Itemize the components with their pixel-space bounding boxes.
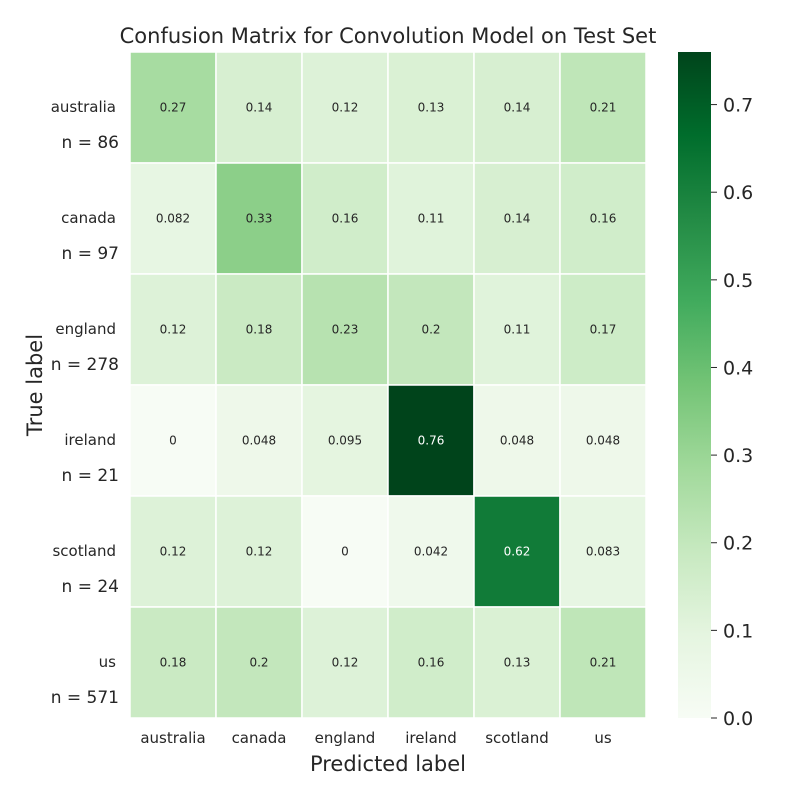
heatmap-cell xyxy=(473,495,561,608)
cell-value-label: 0.16 xyxy=(332,212,359,226)
y-row-count-label: n = 278 xyxy=(51,355,119,375)
heatmap-cell xyxy=(387,273,475,386)
colorbar-tick-label: 0.7 xyxy=(723,95,753,117)
cell-value-label: 0.14 xyxy=(246,101,273,115)
cell-value-label: 0.33 xyxy=(246,212,273,226)
cell-value-label: 0.12 xyxy=(246,545,273,559)
heatmap-cell xyxy=(387,51,475,164)
x-tick-label: scotland xyxy=(485,729,549,747)
cell-value-label: 0.12 xyxy=(160,323,187,337)
y-tick-label: australia xyxy=(51,98,116,116)
cell-value-label: 0.17 xyxy=(590,323,617,337)
cell-value-label: 0.048 xyxy=(586,434,620,448)
x-tick-label: england xyxy=(315,729,376,747)
colorbar-tick-label: 0.1 xyxy=(723,620,753,642)
heatmap-cell xyxy=(301,495,389,608)
cell-value-label: 0.2 xyxy=(421,323,440,337)
heatmap-cell xyxy=(301,51,389,164)
cell-value-label: 0.11 xyxy=(504,323,531,337)
cell-value-label: 0.095 xyxy=(328,434,362,448)
y-row-count-label: n = 571 xyxy=(51,688,119,708)
y-row-count-label: n = 24 xyxy=(62,577,119,597)
y-axis-label: True label xyxy=(23,334,47,437)
cell-value-label: 0.16 xyxy=(418,656,445,670)
cell-value-label: 0.23 xyxy=(332,323,359,337)
x-axis-label: Predicted label xyxy=(310,752,466,776)
cell-value-label: 0.21 xyxy=(590,101,617,115)
y-tick-label: canada xyxy=(61,209,116,227)
heatmap-cell xyxy=(387,495,475,608)
heatmap-cell xyxy=(129,384,217,497)
cell-value-label: 0 xyxy=(169,434,177,448)
y-row-count-label: n = 21 xyxy=(62,466,119,486)
x-tick-label: canada xyxy=(232,729,287,747)
heatmap-cells: 0.27 0.14 0.12 0.13 0.14 0.21 0.082 0.33 0.16 0.1… xyxy=(129,51,647,719)
y-tick-label: england xyxy=(55,320,116,338)
heatmap-cell xyxy=(129,606,217,719)
colorbar-gradient xyxy=(678,52,711,718)
cell-value-label: 0.14 xyxy=(504,101,531,115)
cell-value-label: 0.082 xyxy=(156,212,190,226)
cell-value-label: 0.16 xyxy=(590,212,617,226)
cell-value-label: 0.12 xyxy=(332,656,359,670)
heatmap-cell xyxy=(215,273,303,386)
x-tick-label: us xyxy=(594,729,612,747)
heatmap-cell xyxy=(559,162,647,275)
colorbar-tick-label: 0.4 xyxy=(723,357,753,379)
cell-value-label: 0 xyxy=(341,545,349,559)
cell-value-label: 0.042 xyxy=(414,545,448,559)
heatmap-cell xyxy=(559,51,647,164)
heatmap-cell xyxy=(473,384,561,497)
colorbar-tick-label: 0.3 xyxy=(723,445,753,467)
heatmap-cell xyxy=(215,384,303,497)
y-tick-label: scotland xyxy=(52,542,116,560)
cell-value-label: 0.13 xyxy=(504,656,531,670)
colorbar-tick-label: 0.2 xyxy=(723,533,753,555)
tick-labels: australia canada england ireland scotland us a… xyxy=(51,98,612,747)
colorbar-tick-label: 0.0 xyxy=(723,708,753,730)
cell-value-label: 0.62 xyxy=(504,545,531,559)
heatmap-cell xyxy=(215,51,303,164)
cell-value-label: 0.2 xyxy=(249,656,268,670)
heatmap-cell xyxy=(473,273,561,386)
cell-value-label: 0.14 xyxy=(504,212,531,226)
cell-value-label: 0.048 xyxy=(242,434,276,448)
y-tick-label: us xyxy=(99,653,117,671)
heatmap-cell xyxy=(387,162,475,275)
heatmap-cell xyxy=(559,384,647,497)
heatmap-cell xyxy=(215,162,303,275)
colorbar: 0.0 0.1 0.2 0.3 0.4 0.5 0.6 0.7 xyxy=(678,52,753,730)
chart-title: Confusion Matrix for Convolution Model o… xyxy=(120,24,657,48)
heatmap-cell xyxy=(387,384,475,497)
cell-value-label: 0.11 xyxy=(418,212,445,226)
x-tick-label: australia xyxy=(140,729,205,747)
cell-value-label: 0.12 xyxy=(160,545,187,559)
y-row-count-label: n = 86 xyxy=(62,133,119,153)
cell-value-label: 0.18 xyxy=(246,323,273,337)
heatmap-cell xyxy=(129,51,217,164)
heatmap-cell xyxy=(559,495,647,608)
heatmap-cell xyxy=(301,384,389,497)
heatmap-cell xyxy=(473,606,561,719)
heatmap-cell xyxy=(129,495,217,608)
cell-value-label: 0.083 xyxy=(586,545,620,559)
y-tick-label: ireland xyxy=(64,431,116,449)
y-row-count-label: n = 97 xyxy=(62,244,119,264)
cell-value-label: 0.76 xyxy=(418,434,445,448)
cell-value-label: 0.18 xyxy=(160,656,187,670)
cell-value-label: 0.13 xyxy=(418,101,445,115)
cell-value-label: 0.12 xyxy=(332,101,359,115)
colorbar-tick-label: 0.6 xyxy=(723,182,753,204)
heatmap-cell xyxy=(559,606,647,719)
cell-value-label: 0.21 xyxy=(590,656,617,670)
colorbar-tick-label: 0.5 xyxy=(723,270,753,292)
cell-value-label: 0.048 xyxy=(500,434,534,448)
x-tick-label: ireland xyxy=(405,729,457,747)
heatmap-cell xyxy=(559,273,647,386)
heatmap-cell xyxy=(387,606,475,719)
cell-value-label: 0.27 xyxy=(160,101,187,115)
